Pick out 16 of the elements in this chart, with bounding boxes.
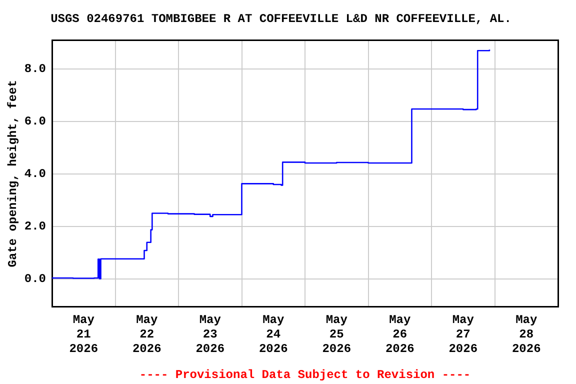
x-tick-label: May 21 2026 (69, 313, 98, 356)
y-tick-label: 8.0 (24, 62, 46, 76)
y-tick-label: 0.0 (24, 272, 46, 286)
x-tick-label: May 25 2026 (322, 313, 352, 356)
x-tick-label: May 27 2026 (448, 313, 478, 356)
y-tick-label: 6.0 (24, 114, 46, 129)
chart-title: USGS 02469761 TOMBIGBEE R AT COFFEEVILLE L&D NR COFFEEVILLE, AL. (50, 12, 512, 26)
text: ---- Provisional Data Subject to Revision ---- (139, 368, 471, 382)
x-tick-label: May 23 2026 (196, 313, 225, 356)
x-tick-label: May 28 2026 (512, 313, 541, 356)
x-tick-label: May 24 2026 (258, 313, 288, 356)
x-tick-label: May 26 2026 (385, 313, 414, 356)
y-axis-title: Gate opening, height, feet (6, 80, 20, 268)
y-tick-label: 4.0 (24, 167, 46, 182)
y-tick-label: 2.0 (24, 219, 46, 234)
x-tick-label: May 22 2026 (132, 313, 162, 356)
